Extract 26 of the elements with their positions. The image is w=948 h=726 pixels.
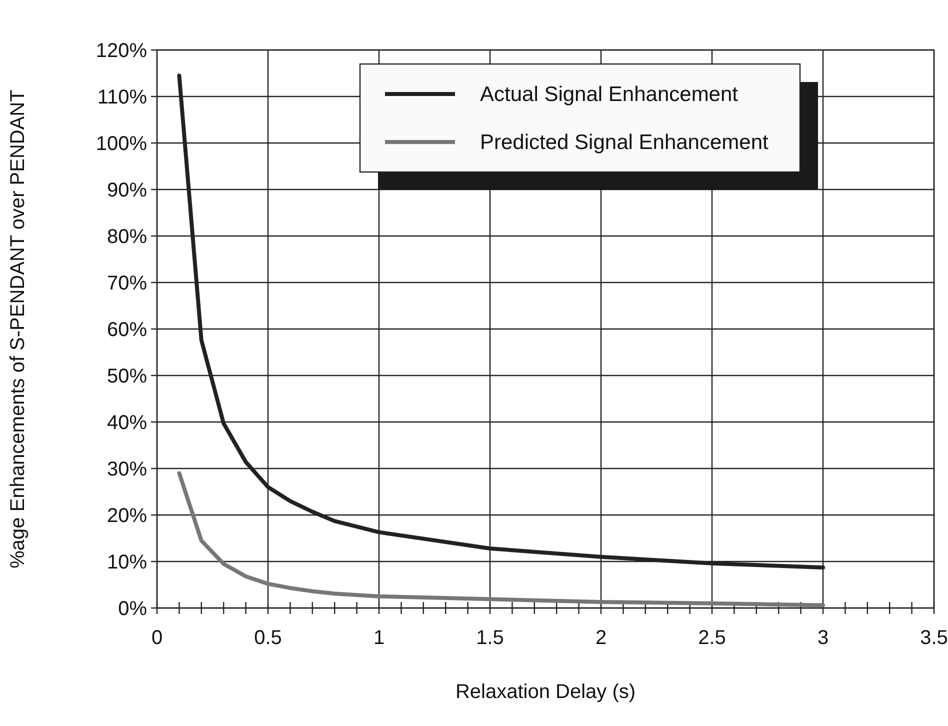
x-tick-label: 0: [151, 627, 163, 649]
x-tick-label: 3.5: [920, 627, 948, 649]
y-tick-label: 40%: [106, 412, 148, 434]
y-tick-label: 100%: [96, 133, 148, 155]
y-tick-label: 80%: [106, 226, 148, 248]
y-tick-label: 120%: [96, 40, 148, 62]
x-tick-label: 0.5: [254, 627, 282, 649]
y-tick-label: 70%: [106, 272, 148, 294]
x-tick-label: 2: [595, 627, 607, 649]
y-tick-label: 20%: [106, 505, 148, 527]
y-tick-label: 110%: [97, 86, 148, 108]
y-tick-label: 30%: [106, 458, 148, 480]
legend-label: Actual Signal Enhancement: [480, 83, 738, 106]
y-axis-title: %age Enhancements of S-PENDANT over PENDANT: [7, 90, 29, 568]
x-axis-title: Relaxation Delay (s): [455, 681, 636, 703]
x-tick-label: 1: [373, 627, 385, 649]
y-tick-label: 0%: [118, 598, 148, 620]
x-tick-label: 3: [817, 627, 829, 649]
x-tick-label: 1.5: [476, 627, 504, 649]
y-tick-label: 60%: [106, 319, 148, 341]
x-tick-label: 2.5: [698, 627, 726, 649]
legend-label: Predicted Signal Enhancement: [480, 131, 769, 154]
y-tick-label: 90%: [106, 180, 148, 202]
y-tick-label: 10%: [106, 552, 148, 574]
line-series: [177, 471, 825, 608]
y-tick-label: 50%: [106, 366, 148, 388]
